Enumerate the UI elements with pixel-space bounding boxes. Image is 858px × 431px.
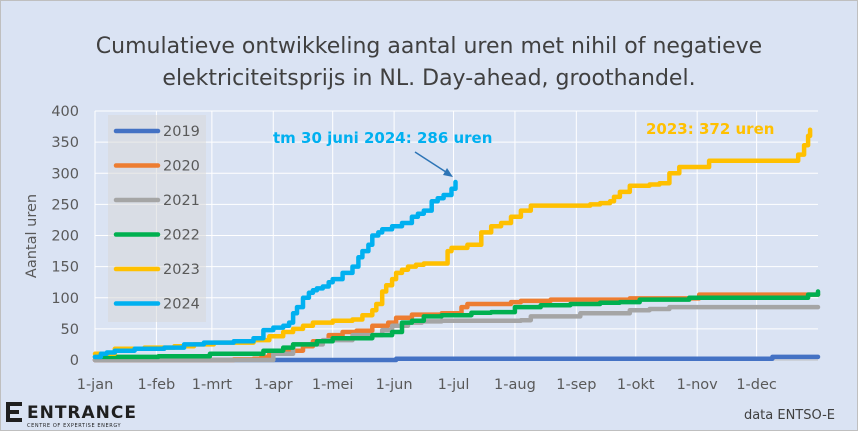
y-tick-label: 150 (51, 260, 79, 276)
annotation-2024: tm 30 juni 2024: 286 uren (273, 129, 492, 147)
source-note: data ENTSO-E (744, 408, 835, 423)
x-tick-label: 1-jan (77, 377, 114, 393)
annotation-arrow-line (414, 151, 450, 175)
y-tick-label: 200 (51, 229, 79, 245)
y-tick-label: 50 (61, 322, 79, 338)
chart-title-line-2: elektriciteitsprijs in NL. Day-ahead, gr… (162, 66, 695, 91)
legend-label-2022: 2022 (163, 228, 200, 244)
chart-title-line-1: Cumulatieve ontwikkeling aantal uren met… (96, 34, 762, 59)
legend: 2019 2020 2021 2022 2023 2024 (113, 124, 200, 313)
series-line-2020 (92, 292, 821, 363)
y-tick-label: 350 (51, 135, 79, 151)
legend-background (108, 115, 206, 322)
y-axis-ticks: 0 50 100 150 200 250 300 350 400 (51, 104, 79, 369)
series-line-2019 (92, 354, 821, 363)
y-tick-label: 100 (51, 291, 79, 307)
x-tick-label: 1-okt (617, 377, 655, 393)
y-axis-title: Aantal uren (24, 194, 40, 278)
x-tick-label: 1-feb (138, 377, 176, 393)
annotation-2023: 2023: 372 uren (646, 120, 774, 138)
x-tick-label: 1-jul (438, 377, 470, 393)
x-tick-label: 1-mrt (192, 377, 233, 393)
annotation-arrow-head (443, 168, 453, 177)
entrance-logo: ENTRANCE CENTRE OF EXPERTISE ENERGY (6, 402, 137, 429)
y-tick-label: 0 (70, 353, 79, 369)
x-tick-label: 1-aug (494, 377, 536, 393)
x-tick-label: 1-dec (736, 377, 777, 393)
x-tick-label: 1-jun (376, 377, 413, 393)
y-tick-label: 400 (51, 104, 79, 120)
logo-name: ENTRANCE (27, 403, 137, 423)
logo-subtitle: CENTRE OF EXPERTISE ENERGY (27, 423, 122, 429)
legend-label-2024: 2024 (163, 297, 200, 313)
series-line-2024 (92, 179, 458, 360)
x-tick-label: 1-apr (254, 377, 293, 393)
legend-label-2023: 2023 (163, 262, 200, 278)
series-lines (92, 127, 821, 363)
series-line-2023 (92, 127, 813, 357)
x-tick-label: 1-mei (312, 377, 354, 393)
x-tick-label: 1-nov (677, 377, 719, 393)
y-tick-label: 300 (51, 166, 79, 182)
x-tick-label: 1-sep (556, 377, 596, 393)
series-line-2022 (92, 289, 821, 360)
legend-label-2019: 2019 (163, 124, 200, 140)
y-tick-label: 250 (51, 197, 79, 213)
legend-label-2021: 2021 (163, 193, 200, 209)
x-axis-ticks: 1-jan 1-feb 1-mrt 1-apr 1-mei 1-jun 1-jul 1-aug… (77, 377, 777, 393)
legend-label-2020: 2020 (163, 159, 200, 175)
